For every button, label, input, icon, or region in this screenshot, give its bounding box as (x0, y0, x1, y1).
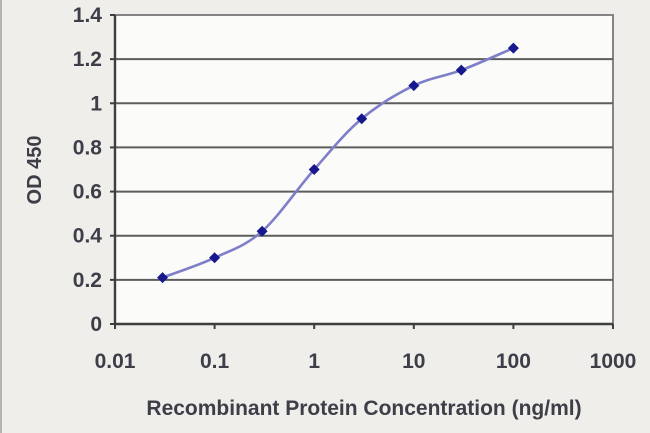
data-point-marker (157, 272, 169, 284)
data-point-marker (507, 42, 519, 54)
data-point-marker (209, 252, 221, 264)
y-tick-label: 0.4 (73, 225, 103, 248)
series-line (161, 46, 515, 279)
data-point-marker (308, 164, 320, 175)
x-tick-label: 1000 (590, 350, 637, 373)
x-tick-label: 0.1 (200, 350, 230, 373)
x-tick-label: 10 (402, 350, 425, 373)
data-point-marker (256, 225, 268, 237)
plot-area (115, 15, 613, 324)
y-tick-label: 0.6 (73, 181, 102, 204)
plot-area-layers: 0 0.2 0.4 0.6 0.8 1 1.2 1.4 0.01 0.1 1 10 100 1000 (73, 4, 637, 373)
y-tick-label: 0.8 (73, 136, 103, 159)
y-tick-label: 1.4 (73, 4, 103, 27)
y-tick-label: 1 (90, 92, 102, 115)
x-tick-label: 1 (308, 350, 320, 373)
x-tick-label: 100 (496, 350, 531, 373)
y-tick-label: 0 (90, 313, 102, 336)
y-tick-label: 1.2 (73, 48, 102, 71)
data-point-marker (356, 113, 368, 125)
y-axis-title: OD 450 (24, 136, 46, 205)
x-tick-label: 0.01 (95, 350, 136, 373)
y-tick-label: 0.2 (73, 269, 102, 292)
data-point-marker (455, 64, 467, 76)
x-axis-title: Recombinant Protein Concentration (ng/ml… (146, 397, 581, 420)
data-point-marker (408, 80, 420, 92)
